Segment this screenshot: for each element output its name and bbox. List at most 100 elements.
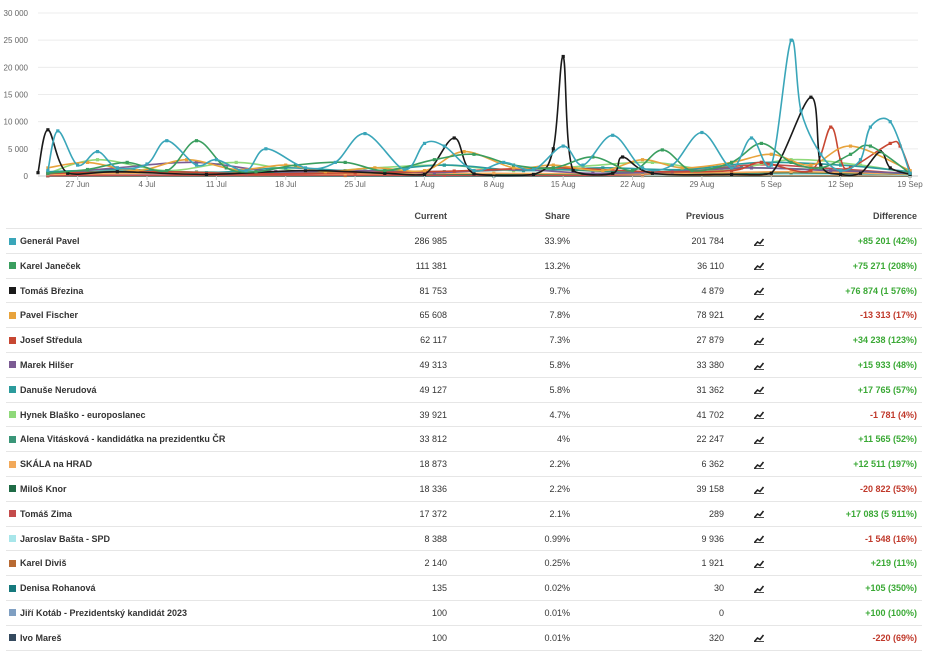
data-point[interactable]	[749, 136, 754, 140]
data-point[interactable]	[403, 167, 407, 172]
data-point[interactable]	[601, 169, 605, 173]
table-row[interactable]: Hynek Blaško - europoslanec 39 921 4.7% 41 …	[6, 403, 922, 428]
trend-icon[interactable]	[752, 626, 766, 650]
header-share[interactable]: Share	[544, 211, 570, 221]
data-point[interactable]	[125, 160, 129, 164]
data-point[interactable]	[323, 170, 327, 174]
trend-icon[interactable]	[752, 328, 766, 352]
data-point[interactable]	[531, 172, 536, 176]
table-row[interactable]: Danuše Nerudová 49 127 5.8% 31 362 +17 765 (…	[6, 378, 922, 403]
data-point[interactable]	[432, 171, 436, 175]
data-point[interactable]	[204, 172, 209, 176]
legend-swatch[interactable]	[9, 435, 16, 443]
data-point[interactable]	[85, 160, 90, 164]
data-point[interactable]	[630, 169, 635, 173]
data-point[interactable]	[640, 166, 645, 170]
data-point[interactable]	[165, 139, 169, 143]
legend-swatch[interactable]	[9, 460, 16, 468]
data-point[interactable]	[581, 163, 585, 167]
data-point[interactable]	[512, 166, 516, 170]
data-point[interactable]	[769, 163, 773, 167]
data-point[interactable]	[551, 147, 555, 151]
legend-swatch[interactable]	[9, 559, 16, 567]
data-point[interactable]	[888, 141, 892, 145]
data-point[interactable]	[908, 169, 912, 173]
trend-icon[interactable]	[752, 254, 766, 278]
data-point[interactable]	[551, 166, 555, 170]
data-point[interactable]	[353, 169, 357, 173]
data-point[interactable]	[809, 95, 813, 99]
data-point[interactable]	[650, 171, 654, 175]
legend-swatch[interactable]	[9, 237, 16, 245]
data-point[interactable]	[214, 158, 218, 162]
data-point[interactable]	[858, 163, 863, 167]
data-point[interactable]	[829, 169, 833, 173]
trend-icon[interactable]	[752, 477, 766, 501]
data-point[interactable]	[244, 169, 248, 173]
data-point[interactable]	[343, 160, 347, 164]
data-point[interactable]	[36, 171, 40, 175]
header-difference[interactable]: Difference	[872, 211, 917, 221]
data-point[interactable]	[789, 38, 793, 42]
trend-icon[interactable]	[752, 427, 766, 451]
data-point[interactable]	[422, 169, 427, 173]
data-point[interactable]	[839, 172, 843, 176]
data-point[interactable]	[660, 148, 664, 152]
trend-icon[interactable]	[752, 551, 766, 575]
data-point[interactable]	[819, 152, 823, 156]
table-row[interactable]: Denisa Rohanová 135 0.02% 30 +105 (350%)	[6, 576, 922, 601]
data-point[interactable]	[95, 158, 100, 162]
data-point[interactable]	[819, 166, 823, 170]
data-point[interactable]	[254, 172, 258, 176]
legend-swatch[interactable]	[9, 485, 16, 493]
data-point[interactable]	[819, 163, 823, 167]
data-point[interactable]	[165, 169, 169, 173]
data-point[interactable]	[115, 166, 119, 170]
data-point[interactable]	[442, 173, 446, 177]
table-row[interactable]: Jaroslav Bašta - SPD 8 388 0.99% 9 936 -1 54…	[6, 527, 922, 552]
trend-icon[interactable]	[752, 303, 766, 327]
legend-swatch[interactable]	[9, 411, 16, 419]
data-point[interactable]	[383, 171, 387, 175]
data-point[interactable]	[46, 128, 50, 132]
data-point[interactable]	[591, 171, 595, 175]
legend-swatch[interactable]	[9, 262, 16, 270]
table-row[interactable]: Josef Středula 62 117 7.3% 27 879 +34 238 (1…	[6, 328, 922, 353]
trend-icon[interactable]	[752, 378, 766, 402]
data-point[interactable]	[868, 144, 872, 148]
data-point[interactable]	[809, 163, 813, 167]
data-point[interactable]	[502, 160, 506, 164]
data-point[interactable]	[690, 169, 694, 173]
data-point[interactable]	[670, 163, 674, 167]
data-point[interactable]	[472, 152, 476, 156]
data-point[interactable]	[868, 125, 872, 129]
table-row[interactable]: Tomáš Zima 17 372 2.1% 289 +17 083 (5 911%)	[6, 502, 922, 527]
table-row[interactable]: SKÁLA na HRAD 18 873 2.2% 6 362 +12 511 (197…	[6, 452, 922, 477]
data-point[interactable]	[492, 171, 496, 175]
data-point[interactable]	[85, 167, 90, 172]
data-point[interactable]	[442, 163, 446, 167]
legend-swatch[interactable]	[9, 336, 16, 344]
legend-swatch[interactable]	[9, 634, 16, 642]
data-point[interactable]	[769, 171, 773, 175]
data-point[interactable]	[95, 150, 100, 154]
data-point[interactable]	[680, 166, 684, 170]
data-point[interactable]	[422, 141, 427, 145]
data-point[interactable]	[472, 169, 476, 173]
trend-icon[interactable]	[752, 576, 766, 600]
data-point[interactable]	[194, 160, 199, 164]
data-point[interactable]	[858, 158, 863, 162]
data-point[interactable]	[730, 160, 734, 164]
table-row[interactable]: Miloš Knor 18 336 2.2% 39 158 -20 822 (53%)	[6, 477, 922, 502]
data-point[interactable]	[700, 130, 704, 135]
data-point[interactable]	[383, 169, 387, 173]
header-previous[interactable]: Previous	[685, 211, 724, 221]
data-point[interactable]	[284, 163, 288, 167]
data-point[interactable]	[294, 163, 298, 167]
data-point[interactable]	[373, 166, 377, 170]
data-point[interactable]	[432, 158, 436, 162]
data-point[interactable]	[759, 141, 763, 145]
data-point[interactable]	[234, 167, 238, 172]
table-row[interactable]: Tomáš Březina 81 753 9.7% 4 879 +76 874 (1 5…	[6, 279, 922, 304]
data-point[interactable]	[749, 166, 754, 170]
